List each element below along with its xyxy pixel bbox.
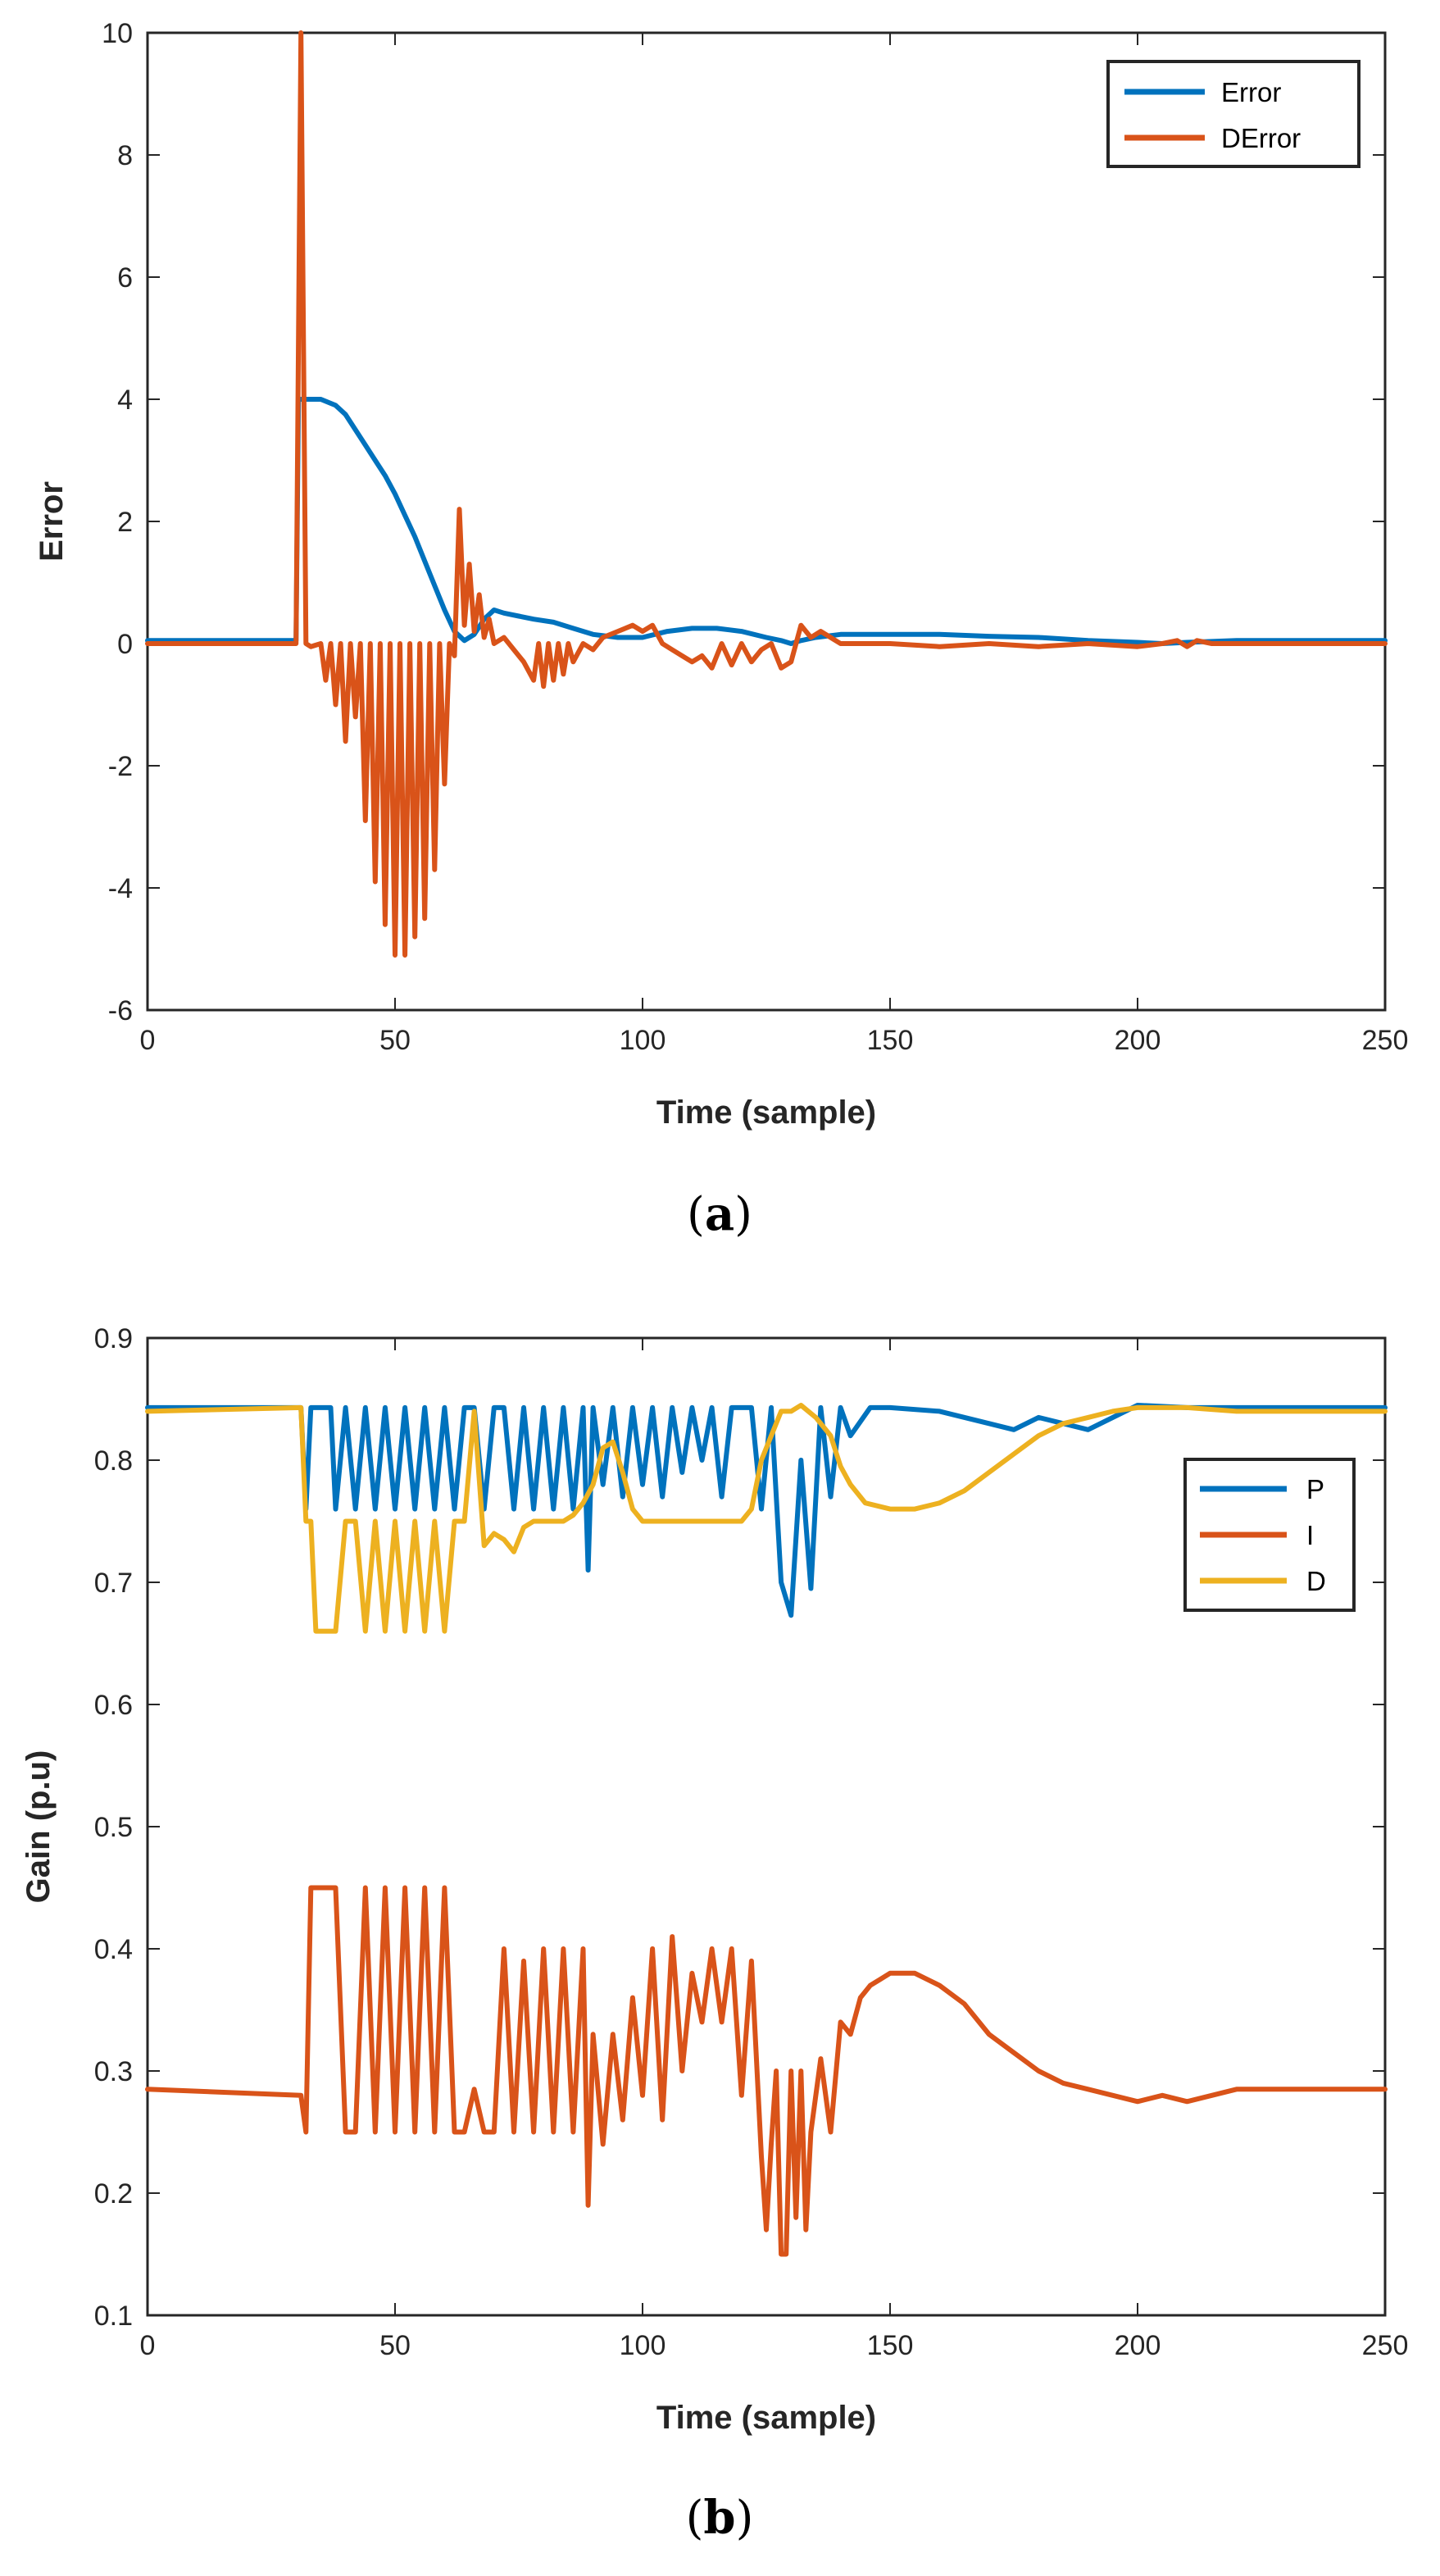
- panel-a-y-tick-label: -4: [108, 873, 133, 904]
- panel-a-y-tick-label: 4: [117, 385, 133, 416]
- panel-b-caption: (b): [686, 2491, 754, 2545]
- panel-a-y-tick-label: 0: [117, 629, 133, 660]
- panel-b-x-axis-label: Time (sample): [656, 2400, 876, 2436]
- panel-b-legend-label-p: P: [1306, 1474, 1324, 1504]
- panel-a-x-tick-label: 100: [620, 1025, 666, 1056]
- panel-b-series: [145, 1403, 1388, 2257]
- panel-a-x-tick-label: 50: [379, 1025, 411, 1056]
- panel-b-y-tick-label: 0.6: [94, 1690, 133, 1721]
- panel-a-legend-box: [1106, 60, 1361, 168]
- panel-b-legend: P I D: [1183, 1458, 1356, 1612]
- panel-b-legend-label-d: D: [1306, 1566, 1326, 1596]
- panel-b-x-tick-label: 250: [1362, 2330, 1409, 2361]
- panel-a-legend-label-error: Error: [1221, 77, 1281, 107]
- panel-a-series: [145, 30, 1388, 958]
- panel-a-x-tick-label: 0: [140, 1025, 156, 1056]
- panel-b-series-i-line: [145, 1885, 1388, 2257]
- panel-a-series-derror-line: [145, 30, 1388, 958]
- panel-a-y-tick-label: 2: [117, 507, 133, 538]
- panel-a-y-tick-label: -2: [108, 751, 133, 782]
- panel-a-x-tick-label: 150: [867, 1025, 914, 1056]
- panel-a-series-error-line: [145, 397, 1388, 646]
- panel-a-y-tick-label: 6: [117, 262, 133, 294]
- panel-b-y-tick-label: 0.9: [94, 1323, 133, 1354]
- panel-b-y-tick-label: 0.5: [94, 1812, 133, 1843]
- panel-a-chart: 0 50 100 150 200 250 -6 -4 -2 0 2 4 6 8 10 Time (sampl…: [34, 18, 1408, 1241]
- panel-b-chart: 0 50 100 150 200 250 0.1 0.2 0.3 0.4 0.5 0.6 0.7 0.8 0…: [20, 1323, 1408, 2545]
- panel-b-x-tick-label: 0: [140, 2330, 156, 2361]
- panel-b-y-tick-label: 0.2: [94, 2178, 133, 2210]
- panel-b-y-tick-label: 0.8: [94, 1445, 133, 1477]
- panel-b-legend-label-i: I: [1306, 1520, 1314, 1550]
- panel-b-y-tick-label: 0.7: [94, 1568, 133, 1599]
- panel-a-axes-box: [146, 31, 1387, 1012]
- panel-a-x-tick-label: 250: [1362, 1025, 1409, 1056]
- panel-a-x-tick-label: 200: [1115, 1025, 1161, 1056]
- panel-b-ticks: 0 50 100 150 200 250 0.1 0.2 0.3 0.4 0.5 0.6 0.7 0.8 0…: [94, 1323, 1409, 2361]
- panel-b-y-tick-label: 0.3: [94, 2056, 133, 2087]
- panel-b-x-tick-label: 200: [1115, 2330, 1161, 2361]
- panel-a-y-tick-label: 8: [117, 140, 133, 171]
- panel-b-y-tick-label: 0.4: [94, 1934, 133, 1965]
- panel-a-y-tick-label: -6: [108, 995, 133, 1026]
- panel-b-x-tick-label: 50: [379, 2330, 411, 2361]
- panel-b-x-tick-label: 100: [620, 2330, 666, 2361]
- panel-a-legend-label-derror: DError: [1221, 123, 1301, 153]
- panel-a-legend: Error DError: [1106, 60, 1361, 168]
- panel-b-y-axis-label: Gain (p.u): [20, 1750, 57, 1904]
- panel-a-x-axis-label: Time (sample): [656, 1095, 876, 1131]
- panel-a-y-tick-label: 10: [102, 18, 133, 49]
- panel-a-y-axis-label: Error: [34, 481, 70, 562]
- panel-b-x-tick-label: 150: [867, 2330, 914, 2361]
- panel-b-series-d-line: [145, 1403, 1388, 1634]
- panel-a-caption: (a): [687, 1187, 752, 1241]
- panel-b-series-p-line: [145, 1403, 1388, 1618]
- panel-b-y-tick-label: 0.1: [94, 2301, 133, 2332]
- panel-a-ticks: 0 50 100 150 200 250 -6 -4 -2 0 2 4 6 8 10: [102, 18, 1408, 1056]
